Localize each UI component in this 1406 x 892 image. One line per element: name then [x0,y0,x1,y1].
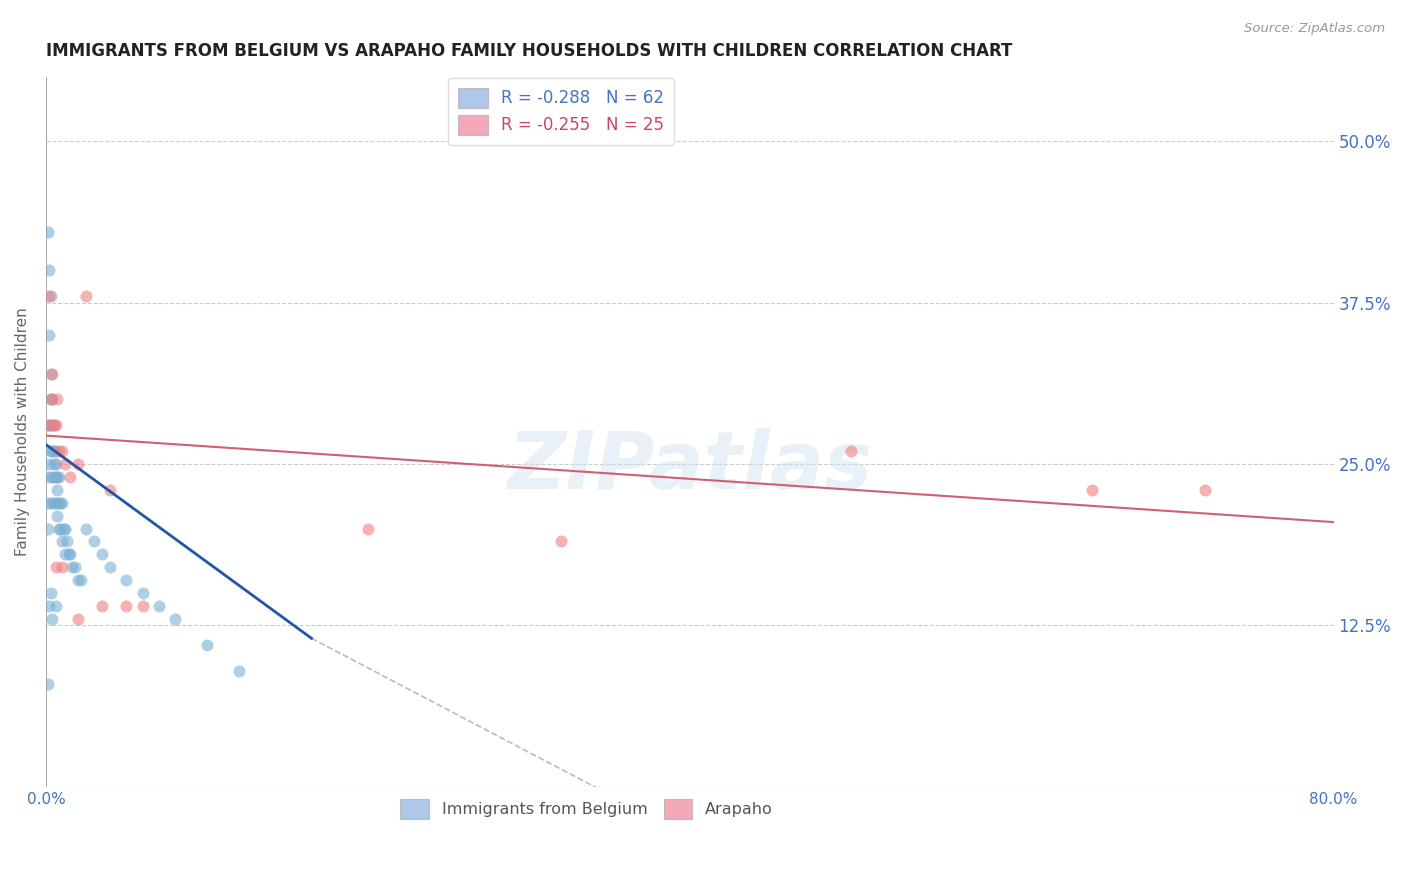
Point [1194,483,1216,497]
Point [115,573,138,587]
Point [75,289,97,303]
Point [48,470,70,484]
Point [41,392,63,407]
Point [48,522,70,536]
Point [37,496,59,510]
Point [37,676,59,690]
Point [38,289,60,303]
Point [1081,483,1104,497]
Point [91,599,114,613]
Point [67,457,90,471]
Point [39,496,62,510]
Point [56,534,79,549]
Point [53,457,76,471]
Point [75,522,97,536]
Point [67,612,90,626]
Point [37,522,59,536]
Point [48,496,70,510]
Point [45,444,67,458]
Point [42,457,65,471]
Point [45,560,67,574]
Point [38,470,60,484]
Point [228,664,250,678]
Point [41,444,63,458]
Point [131,599,153,613]
Point [67,573,90,587]
Point [37,225,59,239]
Y-axis label: Family Households with Children: Family Households with Children [15,308,30,556]
Point [550,534,572,549]
Point [59,548,82,562]
Point [38,599,60,613]
Point [37,418,59,433]
Point [49,522,72,536]
Point [38,263,60,277]
Point [41,367,63,381]
Point [42,418,65,433]
Point [45,457,67,471]
Point [131,586,153,600]
Point [46,392,69,407]
Legend: Immigrants from Belgium, Arapaho: Immigrants from Belgium, Arapaho [394,793,779,825]
Point [115,599,138,613]
Point [52,522,75,536]
Point [46,470,69,484]
Point [357,522,380,536]
Point [39,367,62,381]
Point [39,418,62,433]
Point [39,392,62,407]
Point [98,483,121,497]
Point [42,496,65,510]
Point [48,444,70,458]
Point [39,444,62,458]
Point [98,560,121,574]
Point [45,599,67,613]
Point [63,560,86,574]
Point [39,586,62,600]
Point [38,457,60,471]
Text: IMMIGRANTS FROM BELGIUM VS ARAPAHO FAMILY HOUSEHOLDS WITH CHILDREN CORRELATION C: IMMIGRANTS FROM BELGIUM VS ARAPAHO FAMIL… [46,42,1012,60]
Point [195,638,218,652]
Point [70,573,93,587]
Point [45,496,67,510]
Point [53,548,76,562]
Point [51,534,73,549]
Point [39,392,62,407]
Point [58,548,80,562]
Point [59,470,82,484]
Point [46,483,69,497]
Point [41,418,63,433]
Point [42,444,65,458]
Point [41,470,63,484]
Point [839,444,862,458]
Point [42,470,65,484]
Point [91,548,114,562]
Point [163,612,186,626]
Point [45,470,67,484]
Point [45,418,67,433]
Point [41,612,63,626]
Point [46,508,69,523]
Text: Source: ZipAtlas.com: Source: ZipAtlas.com [1244,22,1385,36]
Point [148,599,170,613]
Point [51,444,73,458]
Point [51,496,73,510]
Point [60,560,83,574]
Text: ZIPatlas: ZIPatlas [508,428,872,507]
Point [39,289,62,303]
Point [51,560,73,574]
Point [38,327,60,342]
Point [53,522,76,536]
Point [83,534,105,549]
Point [42,418,65,433]
Point [38,418,60,433]
Point [49,496,72,510]
